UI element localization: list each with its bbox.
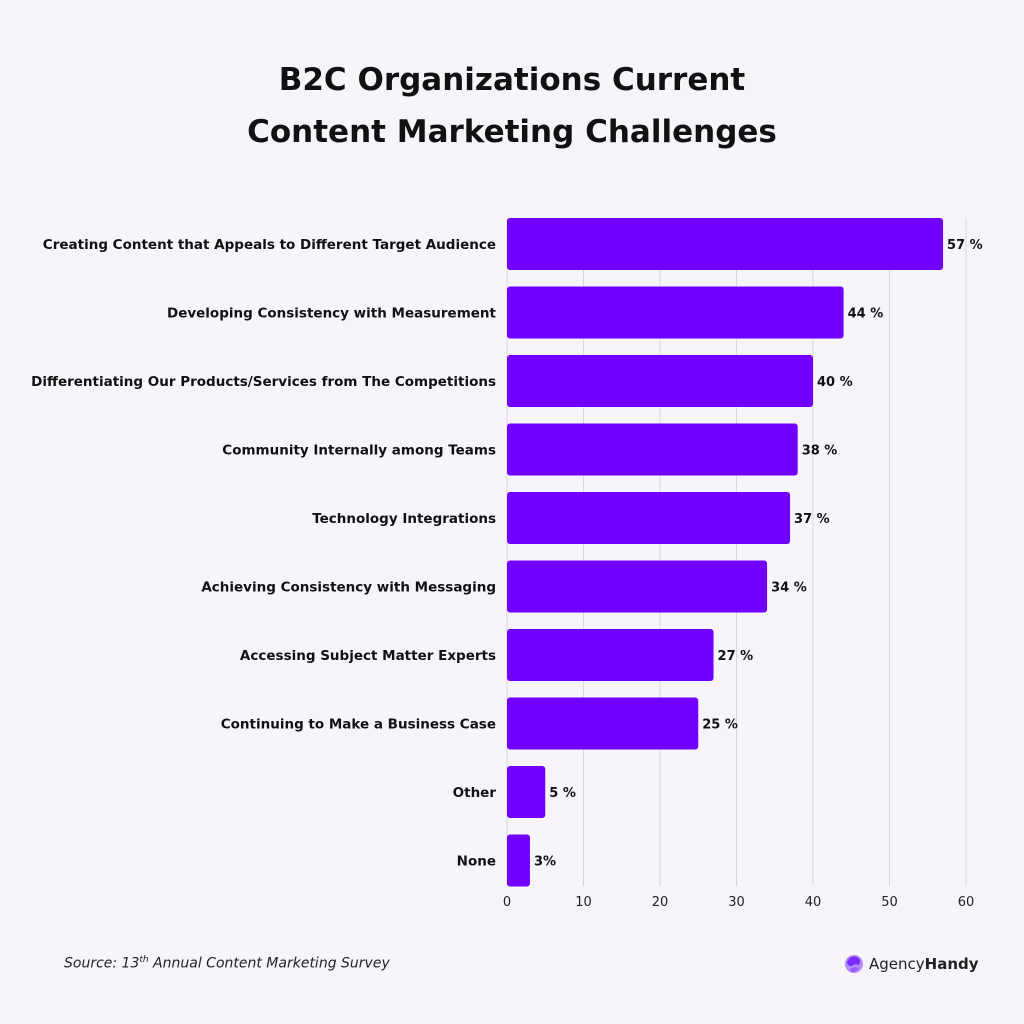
- bar: [507, 423, 798, 476]
- category-label: Community Internally among Teams: [222, 443, 496, 459]
- chart-title-line1: B2C Organizations Current: [278, 62, 746, 98]
- x-tick-label: 20: [652, 895, 669, 910]
- category-label: None: [457, 854, 496, 870]
- data-label: 5 %: [549, 786, 576, 801]
- source-suffix: Annual Content Marketing Survey: [148, 955, 390, 972]
- data-label: 3%: [534, 855, 556, 870]
- data-label: 38 %: [802, 444, 838, 459]
- bar: [507, 218, 944, 270]
- logo-icon: [845, 955, 863, 973]
- x-tick-label: 30: [728, 895, 745, 910]
- category-label: Differentiating Our Products/Services fr…: [31, 374, 496, 390]
- category-label: Other: [453, 785, 497, 801]
- x-tick-label: 60: [958, 895, 975, 910]
- x-tick-label: 10: [575, 895, 592, 910]
- x-tick-label: 0: [503, 895, 511, 910]
- bar: [507, 834, 530, 887]
- data-label: 34 %: [771, 581, 807, 596]
- bar: [507, 355, 813, 407]
- category-label: Developing Consistency with Measurement: [167, 306, 497, 322]
- data-label: 37 %: [794, 512, 830, 527]
- bar: [507, 697, 699, 750]
- category-label: Accessing Subject Matter Experts: [240, 648, 496, 664]
- category-label: Creating Content that Appeals to Differe…: [43, 237, 496, 253]
- bar: [507, 629, 714, 681]
- agencyhandy-logo: AgencyHandy: [844, 954, 979, 974]
- bar: [507, 766, 546, 818]
- source-prefix: Source: 13: [64, 955, 140, 972]
- source-note: Source: 13th Annual Content Marketing Su…: [64, 955, 390, 972]
- x-tick-label: 50: [881, 895, 898, 910]
- logo-text-bold: Handy: [924, 955, 979, 973]
- data-label: 57 %: [947, 238, 983, 253]
- category-label: Continuing to Make a Business Case: [221, 717, 496, 733]
- data-label: 27 %: [718, 649, 754, 664]
- bar: [507, 560, 768, 613]
- bar: [507, 286, 844, 339]
- bar: [507, 492, 791, 544]
- x-tick-label: 40: [805, 895, 822, 910]
- data-label: 25 %: [702, 718, 738, 733]
- logo-text-light: Agency: [869, 955, 925, 973]
- chart-title-line2: Content Marketing Challenges: [247, 114, 777, 150]
- category-label: Achieving Consistency with Messaging: [201, 580, 496, 596]
- category-label: Technology Integrations: [312, 511, 496, 527]
- source-sup: th: [139, 955, 149, 965]
- data-label: 40 %: [817, 375, 853, 390]
- data-label: 44 %: [848, 307, 884, 322]
